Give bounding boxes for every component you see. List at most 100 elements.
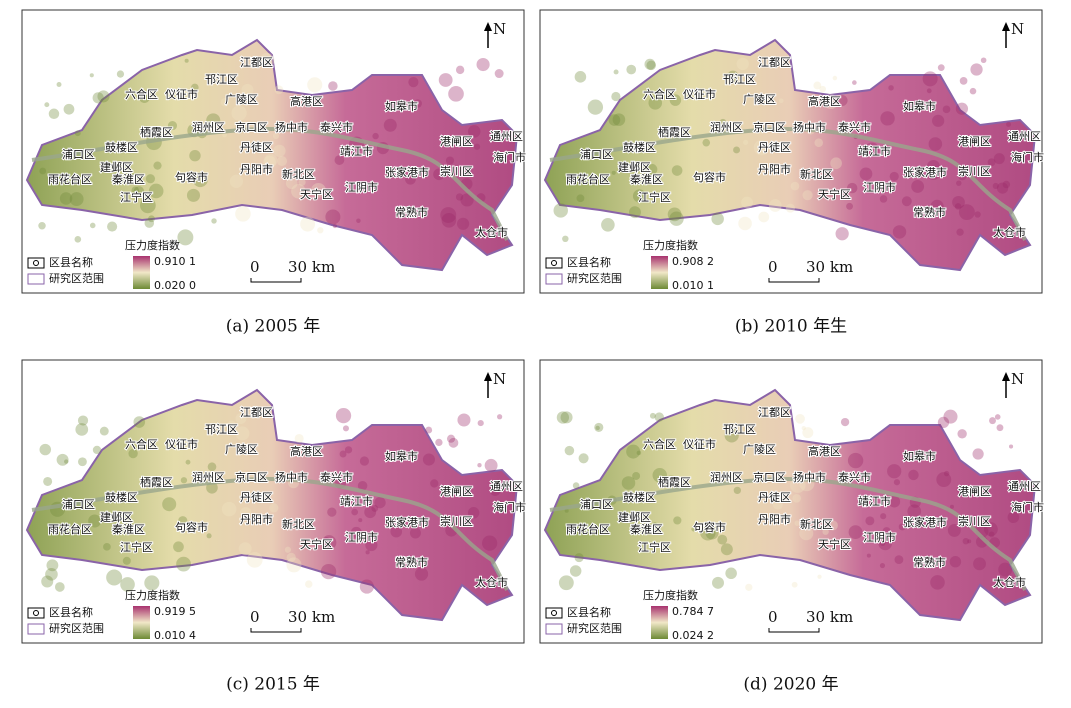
texture-blob xyxy=(173,541,184,553)
district-label: 句容市 xyxy=(175,170,208,184)
district-label: 丹阳市 xyxy=(240,512,273,526)
texture-blob xyxy=(39,443,52,456)
district-label: 丹阳市 xyxy=(758,512,791,526)
district-label: 六合区 xyxy=(125,87,158,101)
legend-boundary-label: 研究区范围 xyxy=(49,271,104,285)
texture-blob xyxy=(43,476,53,486)
texture-blob xyxy=(646,60,657,71)
texture-blob xyxy=(139,92,150,103)
texture-blob xyxy=(733,486,741,495)
district-label: 靖江市 xyxy=(340,494,373,508)
legend-max: 0.908 2 xyxy=(672,255,714,268)
district-label: 邗江区 xyxy=(723,73,756,86)
texture-blob xyxy=(317,227,324,234)
district-label: 京口区 xyxy=(235,470,268,484)
district-label: 秦淮区 xyxy=(630,172,663,186)
texture-blob xyxy=(882,527,891,536)
texture-blob xyxy=(636,450,642,456)
district-label: 海门市 xyxy=(493,500,526,514)
texture-blob xyxy=(887,464,902,479)
texture-blob xyxy=(956,485,965,494)
texture-blob xyxy=(39,167,47,175)
texture-blob xyxy=(325,209,341,225)
texture-blob xyxy=(220,97,230,107)
texture-blob xyxy=(654,412,664,422)
texture-blob xyxy=(228,73,236,80)
texture-blob xyxy=(888,495,901,508)
texture-blob xyxy=(768,199,782,212)
north-label: N xyxy=(1011,20,1024,38)
texture-blob xyxy=(356,218,361,223)
texture-blob xyxy=(291,184,306,199)
texture-blob xyxy=(649,412,656,419)
texture-blob xyxy=(989,417,996,425)
texture-blob xyxy=(648,96,663,110)
district-label: 广陵区 xyxy=(225,93,258,106)
texture-blob xyxy=(383,118,397,132)
legend-point-dot xyxy=(551,260,557,266)
district-label: 建邺区 xyxy=(100,510,133,524)
texture-blob xyxy=(848,525,863,539)
district-label: 泰兴市 xyxy=(320,470,353,484)
texture-blob xyxy=(879,195,888,203)
texture-blob xyxy=(942,105,951,114)
texture-blob xyxy=(77,415,89,426)
texture-blob xyxy=(359,456,370,466)
district-label: 邗江区 xyxy=(205,423,238,436)
district-label: 海门市 xyxy=(1011,500,1044,514)
texture-blob xyxy=(962,537,970,545)
scale-bar xyxy=(768,278,820,283)
district-label: 崇川区 xyxy=(958,165,991,178)
texture-blob xyxy=(880,513,887,520)
north-arrowhead xyxy=(1002,22,1010,31)
texture-blob xyxy=(148,215,155,223)
texture-blob xyxy=(259,53,275,69)
texture-blob xyxy=(758,211,770,223)
texture-blob xyxy=(943,409,958,424)
texture-blob xyxy=(972,448,984,460)
texture-blob xyxy=(38,222,46,230)
texture-blob xyxy=(167,121,177,131)
texture-blob xyxy=(652,468,667,483)
texture-blob xyxy=(955,102,969,115)
texture-blob xyxy=(859,167,873,181)
texture-blob xyxy=(587,99,604,115)
texture-blob xyxy=(994,414,1001,420)
district-label: 太仓市 xyxy=(475,225,508,239)
texture-blob xyxy=(286,557,302,573)
texture-blob xyxy=(936,472,952,488)
texture-blob xyxy=(430,479,439,488)
texture-blob xyxy=(69,192,84,207)
texture-blob xyxy=(184,58,189,63)
texture-blob xyxy=(186,188,201,202)
texture-blob xyxy=(342,425,349,432)
panel-caption: (c) 2015 年 xyxy=(226,675,320,695)
district-label: 栖霞区 xyxy=(658,475,691,489)
texture-blob xyxy=(574,553,584,563)
texture-blob xyxy=(998,562,1013,577)
legend-min: 0.024 2 xyxy=(672,629,714,642)
texture-blob xyxy=(350,526,362,538)
district-label: 海门市 xyxy=(493,150,526,164)
texture-blob xyxy=(227,420,236,429)
texture-blob xyxy=(725,567,737,580)
texture-blob xyxy=(241,83,254,96)
texture-blob xyxy=(78,457,87,467)
texture-blob xyxy=(967,539,972,544)
district-label: 港闸区 xyxy=(958,135,991,148)
texture-blob xyxy=(414,567,429,581)
texture-blob xyxy=(116,70,125,78)
legend-index-title: 压力度指数 xyxy=(125,588,180,602)
texture-blob xyxy=(405,173,416,185)
texture-blob xyxy=(307,77,323,93)
texture-blob xyxy=(595,425,600,431)
district-label: 江都区 xyxy=(758,56,791,69)
texture-blob xyxy=(321,535,337,550)
district-label: 建邺区 xyxy=(100,160,133,174)
texture-blob xyxy=(41,575,54,588)
texture-blob xyxy=(994,229,999,235)
texture-blob xyxy=(222,132,227,138)
texture-blob xyxy=(133,186,145,197)
legend-boundary-label: 研究区范围 xyxy=(567,271,622,285)
texture-blob xyxy=(54,582,65,592)
